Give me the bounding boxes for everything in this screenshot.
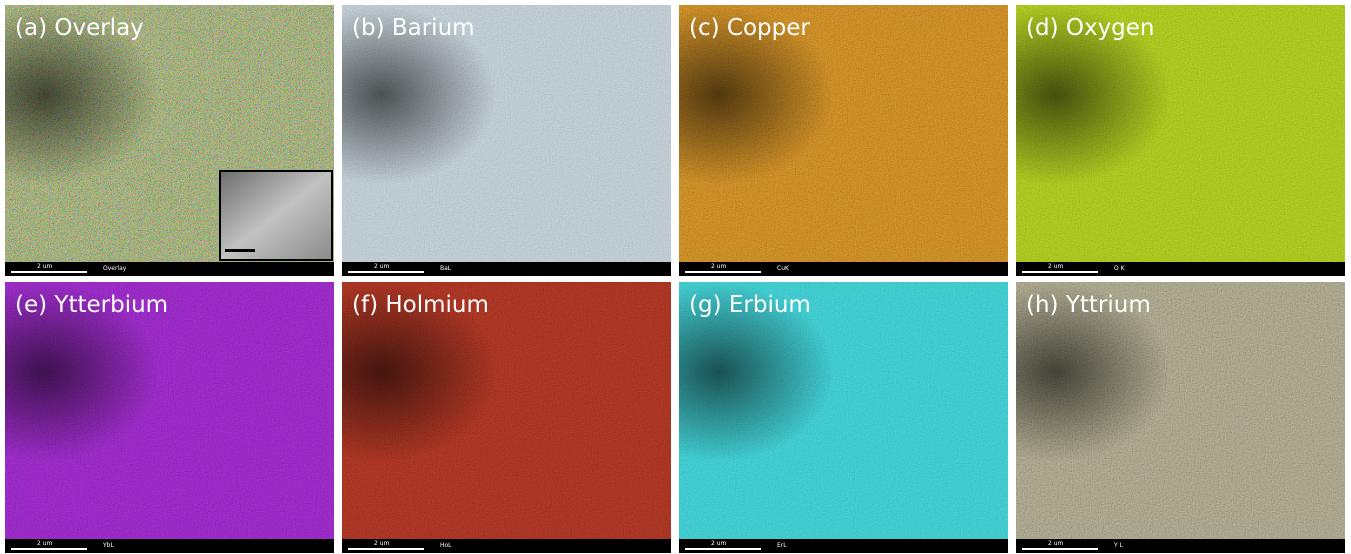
- scale-bar: [348, 548, 424, 550]
- scale-label: 2 um: [374, 263, 389, 270]
- panel: (c) Copper 2 um CuK: [679, 5, 1008, 276]
- panel-title: (b) Barium: [352, 15, 475, 41]
- info-bar: 2 um ErL: [679, 539, 1008, 553]
- panel-title: (f) Holmium: [352, 292, 489, 318]
- panel: (a) Overlay 2 um Overlay: [5, 5, 334, 276]
- scale-bar: [1022, 271, 1098, 273]
- panel-title: (c) Copper: [689, 15, 810, 41]
- scale-bar: [685, 271, 761, 273]
- shadow: [1016, 282, 1345, 539]
- micrograph: [5, 5, 334, 262]
- panel: (e) Ytterbium 2 um YbL: [5, 282, 334, 553]
- panel: (b) Barium 2 um BaL: [342, 5, 671, 276]
- shadow: [5, 282, 334, 539]
- element-label: ErL: [777, 542, 787, 549]
- element-label: YbL: [103, 542, 114, 549]
- panel-title: (a) Overlay: [15, 15, 144, 41]
- shadow: [679, 5, 1008, 262]
- scale-label: 2 um: [37, 540, 52, 547]
- micrograph: [342, 282, 671, 539]
- element-label: Overlay: [103, 265, 126, 272]
- scale-label: 2 um: [1048, 540, 1063, 547]
- panel-title: (h) Yttrium: [1026, 292, 1151, 318]
- shadow: [679, 282, 1008, 539]
- panel: (d) Oxygen 2 um O K: [1016, 5, 1345, 276]
- inset: [220, 171, 332, 260]
- element-label: O K: [1114, 265, 1125, 272]
- inset-bar: [225, 249, 255, 252]
- shadow: [342, 5, 671, 262]
- element-label: BaL: [440, 265, 451, 272]
- shadow: [1016, 5, 1345, 262]
- info-bar: 2 um CuK: [679, 262, 1008, 276]
- scale-bar: [685, 548, 761, 550]
- panel-title: (e) Ytterbium: [15, 292, 168, 318]
- element-label: HoL: [440, 542, 452, 549]
- micrograph: [679, 282, 1008, 539]
- panel: (f) Holmium 2 um HoL: [342, 282, 671, 553]
- element-label: Y L: [1114, 542, 1123, 549]
- shadow: [342, 282, 671, 539]
- micrograph: [1016, 282, 1345, 539]
- micrograph: [5, 282, 334, 539]
- scale-label: 2 um: [374, 540, 389, 547]
- micrograph: [342, 5, 671, 262]
- element-label: CuK: [777, 265, 789, 272]
- micrograph: [1016, 5, 1345, 262]
- panel: (h) Yttrium 2 um Y L: [1016, 282, 1345, 553]
- info-bar: 2 um HoL: [342, 539, 671, 553]
- info-bar: 2 um YbL: [5, 539, 334, 553]
- scale-label: 2 um: [37, 263, 52, 270]
- scale-label: 2 um: [1048, 263, 1063, 270]
- scale-bar: [348, 271, 424, 273]
- info-bar: 2 um Overlay: [5, 262, 334, 276]
- info-bar: 2 um Y L: [1016, 539, 1345, 553]
- panel-title: (d) Oxygen: [1026, 15, 1155, 41]
- figure: (a) Overlay2 umOverlay(b) Barium2 umBaL(…: [0, 0, 1351, 554]
- scale-bar: [1022, 548, 1098, 550]
- scale-bar: [11, 271, 87, 273]
- scale-label: 2 um: [711, 263, 726, 270]
- micrograph: [679, 5, 1008, 262]
- panel-title: (g) Erbium: [689, 292, 811, 318]
- info-bar: 2 um O K: [1016, 262, 1345, 276]
- panel: (g) Erbium 2 um ErL: [679, 282, 1008, 553]
- scale-bar: [11, 548, 87, 550]
- info-bar: 2 um BaL: [342, 262, 671, 276]
- scale-label: 2 um: [711, 540, 726, 547]
